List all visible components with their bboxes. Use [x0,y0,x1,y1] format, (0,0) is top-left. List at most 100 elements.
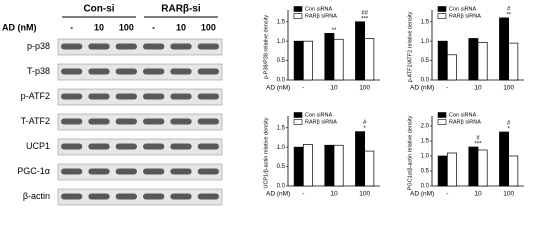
bar [302,144,313,187]
band [197,93,219,100]
bar [364,150,375,187]
band [197,193,219,200]
x-tick-label: 10 [330,85,338,92]
y-tick-label: 0.5 [277,58,286,64]
legend-swatch [293,13,303,19]
annotation: # [363,120,367,126]
band [61,143,83,150]
legend-swatch [293,119,303,125]
band [170,68,192,75]
row-label: p-p38 [27,41,50,51]
legend-label: RARβ siRNA [449,13,481,19]
annotation: # [507,121,511,127]
legend-swatch [437,119,447,125]
x-tick-label: 10 [474,191,482,198]
band [88,193,110,200]
x-axis-label: AD (nM) [266,191,290,198]
legend-label: Con siRNA [305,112,333,118]
lane-label: 10 [94,22,104,32]
legend-label: Con siRNA [449,6,477,12]
bar [508,155,519,187]
annotation: ** [332,28,337,34]
bar [446,152,457,187]
y-axis-label: UCP1/β-actin relative density [263,117,269,188]
band [88,43,110,50]
lane-label: 100 [201,22,216,32]
band [88,68,110,75]
x-axis-label: AD (nM) [410,191,434,198]
y-tick-label: 1.0 [277,39,286,45]
lane-label: - [152,22,155,32]
row-label: β-actin [23,191,50,201]
band [170,118,192,125]
bar [446,54,457,81]
x-axis-label: AD (nM) [266,85,290,92]
y-tick-label: 0.0 [421,184,430,190]
blot-strip [57,38,223,56]
band [170,43,192,50]
x-tick-label: - [302,85,304,92]
bar [468,38,479,81]
row-label: p-ATF2 [21,91,50,101]
y-axis-label: p-P38/P38 relative density [263,15,269,79]
legend-label: Con siRNA [305,6,333,12]
row-label: T-ATF2 [21,116,50,126]
x-tick-label: - [446,85,448,92]
legend-label: RARβ siRNA [305,119,337,125]
annotation: # [476,136,480,142]
y-tick-label: 0.0 [277,184,286,190]
legend-swatch [437,6,447,12]
annotation: *** [474,142,482,148]
bar [333,144,344,187]
blot-strip [57,63,223,81]
x-tick-label: 10 [474,85,482,92]
legend-swatch [293,112,303,118]
y-tick-label: 1.5 [277,19,286,25]
y-axis-label: PGC1α/β-actin relative density [407,115,413,190]
band [197,43,219,50]
x-tick-label: - [302,191,304,198]
band [115,168,137,175]
bar [364,38,375,81]
band [115,143,137,150]
blot-strip [57,113,223,131]
bar [293,40,304,81]
band [115,193,137,200]
bar [499,17,510,81]
blot-strip [57,163,223,181]
band [143,168,165,175]
band [197,168,219,175]
y-tick-label: 1.5 [421,139,430,145]
band [61,168,83,175]
band [88,118,110,125]
y-tick-label: 0.5 [421,58,430,64]
group-label: RARβ-si [161,4,201,15]
bar [477,149,488,187]
legend-label: Con siRNA [449,112,477,118]
band [61,93,83,100]
x-tick-label: 100 [503,191,514,198]
y-axis-label: p-ATF2/ATF2 relative density [407,11,413,82]
bar [324,144,335,187]
bar [437,155,448,187]
band [170,93,192,100]
group-label: Con-si [83,4,114,15]
legend-label: RARβ siRNA [305,13,337,19]
figure: Con-si RARβ-si AD (nM) - 10 100 - 10 100 p-p38 T-p… [2,4,524,206]
band [170,143,192,150]
bar [293,146,304,187]
annotation: ## [361,10,368,16]
y-tick-label: 0.0 [277,78,286,84]
band [143,118,165,125]
row-label: T-p38 [27,66,50,76]
y-tick-label: 0.5 [421,169,430,175]
band [115,43,137,50]
x-axis-label: AD (nM) [410,85,434,92]
y-tick-label: 1.5 [421,19,430,25]
row-label: PGC-1α [17,166,50,176]
band [61,193,83,200]
bar [302,40,313,81]
legend-label: RARβ siRNA [449,119,481,125]
y-tick-label: 2.0 [421,124,430,130]
y-tick-label: 1.5 [277,125,286,131]
